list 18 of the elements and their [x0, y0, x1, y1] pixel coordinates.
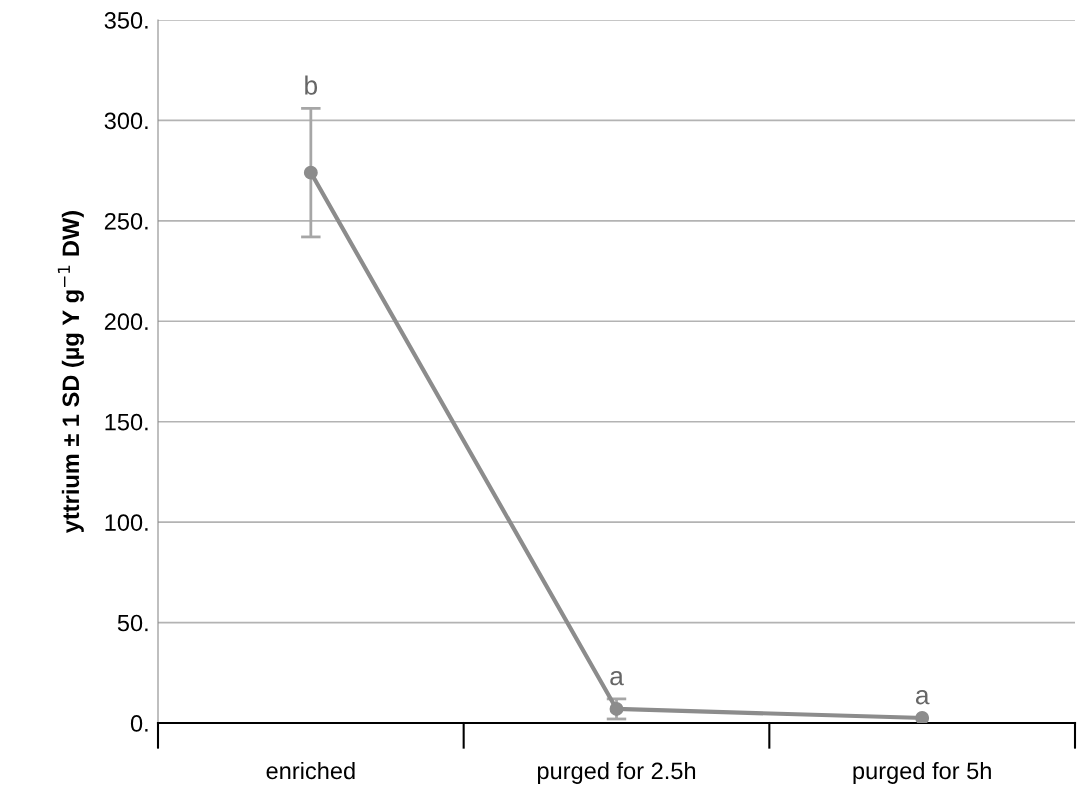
point [609, 701, 624, 716]
x-tick-label: enriched [266, 761, 355, 780]
x-tick-label: purged for 5h [853, 761, 991, 784]
y-axis-title: yttrium ± 1 SD (µg Y g$^{−1}$ DW) [57, 211, 84, 534]
y-tick-label: 350. [104, 12, 148, 29]
point [303, 165, 318, 180]
annotation: a [610, 670, 624, 686]
y-tick-label: 150. [105, 413, 148, 431]
y-tick-label: 300. [104, 112, 148, 130]
y-tick-label: 250. [104, 212, 148, 230]
x-tick-label: purged for 2.5h [537, 761, 696, 784]
y-tick-label: 50. [117, 614, 148, 632]
point [915, 711, 930, 723]
y-tick-label: 100. [105, 514, 148, 531]
y-tick-label: 0. [130, 715, 148, 732]
annotation: b [305, 75, 318, 95]
annotation: a [915, 689, 930, 705]
y-tick-label: 200. [104, 313, 148, 331]
